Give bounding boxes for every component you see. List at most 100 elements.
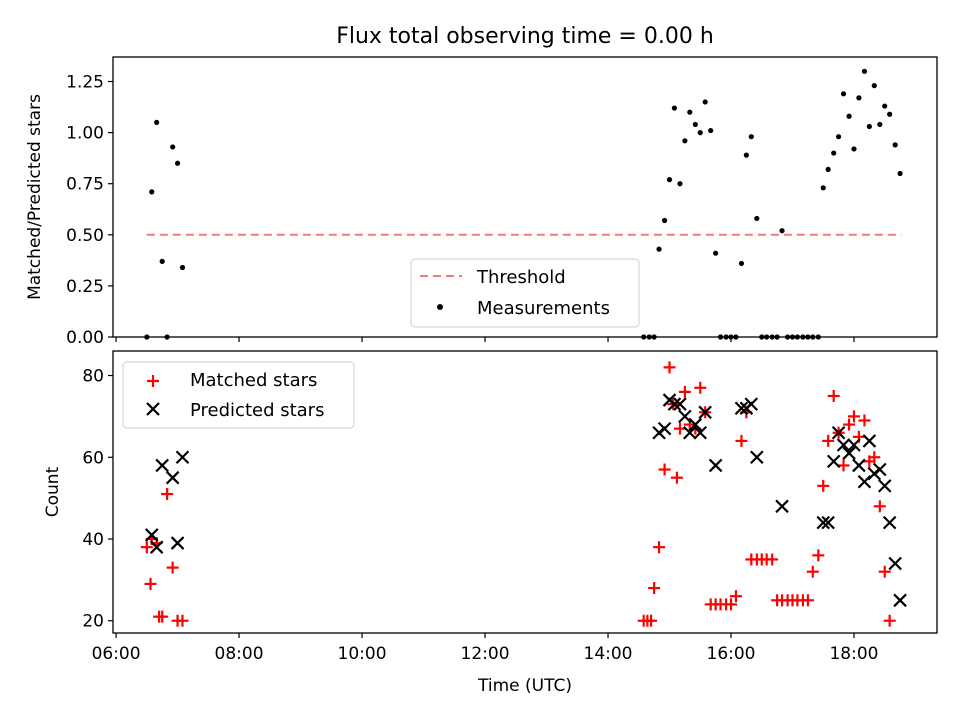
predicted-star-point	[175, 450, 190, 465]
measurement-point	[708, 127, 714, 134]
predicted-star-point	[155, 458, 169, 473]
predicted-star-point	[882, 515, 897, 530]
top-y-tick-label: 1.00	[66, 124, 104, 144]
measurement-point	[174, 160, 181, 166]
predicted-star-point	[744, 397, 759, 411]
measurement-point	[892, 142, 898, 148]
measurement-point	[697, 130, 703, 136]
measurement-point	[702, 99, 708, 105]
predicted-star-point	[775, 499, 789, 514]
predicted-star-point	[734, 401, 749, 415]
threshold-legend-label: Threshold	[476, 267, 566, 288]
bottom-y-tick-label: 40	[82, 530, 104, 550]
matched-star-point	[878, 565, 891, 578]
bottom-series-predicted-stars	[144, 393, 907, 608]
measurement-point	[856, 95, 862, 101]
matched-star-point	[161, 488, 174, 501]
predicted-star-point	[667, 397, 682, 411]
top-y-ticks: 0.00 0.25 0.50 0.75 1.00 1.25	[66, 73, 113, 348]
predicted-stars-legend-label: Predicted stars	[190, 400, 324, 421]
measurement-point	[671, 105, 678, 111]
matched-stars-legend-swatch	[147, 375, 159, 387]
matched-star-point	[725, 598, 737, 611]
measurement-point	[754, 215, 760, 222]
measurement-point	[866, 123, 872, 130]
predicted-star-point	[816, 515, 831, 530]
top-y-axis-label: Matched/Predicted stars	[25, 94, 45, 300]
measurements-legend-swatch	[437, 304, 443, 310]
matched-star-point	[176, 614, 189, 627]
measurement-point	[661, 217, 668, 224]
matched-star-point	[817, 479, 830, 492]
x-axis-label: Time (UTC)	[477, 676, 572, 696]
matched-star-point	[663, 361, 676, 374]
bottom-y-axis-label: Count	[43, 466, 63, 517]
matched-star-point	[673, 422, 686, 435]
predicted-star-point	[678, 409, 692, 424]
matched-star-point	[806, 565, 819, 578]
predicted-star-point	[149, 540, 164, 554]
measurement-point	[877, 121, 883, 128]
measurement-point	[748, 134, 754, 140]
matched-star-point	[653, 541, 666, 554]
measurement-point	[154, 119, 160, 126]
matched-star-point	[156, 610, 169, 623]
measurement-point	[713, 250, 719, 256]
predicted-star-point	[165, 470, 180, 485]
bottom-y-ticks: 20 40 60 80	[82, 367, 113, 632]
predicted-star-point	[688, 417, 703, 432]
measurement-point	[687, 109, 693, 115]
measurement-point	[820, 185, 826, 191]
bottom-x-tick-label: 18:00	[829, 644, 878, 664]
measurement-point	[897, 170, 903, 177]
measurement-point	[738, 260, 745, 267]
bottom-x-ticks: 06:00 08:00 10:00 12:00 14:00 16:00 18:00	[92, 633, 878, 664]
matched-star-point	[868, 451, 881, 464]
predicted-star-point	[683, 425, 697, 440]
matched-star-point	[645, 614, 658, 627]
bottom-x-tick-label: 14:00	[584, 644, 633, 664]
measurement-point	[840, 91, 847, 97]
measurement-point	[836, 134, 842, 140]
matched-star-point	[140, 541, 153, 554]
matched-star-point	[694, 381, 707, 394]
predicted-star-point	[842, 446, 856, 460]
bottom-legend-box	[122, 361, 355, 429]
matched-star-point	[847, 410, 860, 423]
predicted-star-point	[836, 438, 851, 452]
bottom-x-tick-label: 12:00	[461, 644, 510, 664]
bottom-x-tick-label: 10:00	[338, 644, 387, 664]
predicted-star-point	[888, 556, 902, 571]
measurement-point	[179, 264, 186, 271]
measurement-point	[666, 177, 673, 183]
measurement-point	[677, 181, 683, 187]
matched-star-point	[812, 549, 825, 562]
top-y-tick-label: 0.75	[66, 175, 104, 195]
matched-star-point	[858, 414, 871, 427]
bottom-x-tick-label: 16:00	[707, 644, 756, 664]
top-y-tick-label: 0.50	[66, 226, 104, 246]
predicted-star-point	[144, 528, 159, 542]
matched-star-point	[678, 385, 691, 398]
predicted-star-point	[170, 536, 185, 550]
matched-star-point	[873, 500, 886, 513]
predicted-star-point	[893, 593, 907, 608]
predicted-star-point	[831, 425, 846, 440]
measurement-point	[861, 68, 868, 74]
top-axes: Flux total observing time = 0.00 h Match…	[25, 24, 938, 348]
measurement-point	[656, 246, 662, 252]
measurement-point	[887, 111, 893, 117]
top-chart-title: Flux total observing time = 0.00 h	[336, 24, 714, 49]
bottom-y-tick-label: 80	[82, 367, 104, 387]
predicted-star-point	[847, 438, 861, 452]
predicted-star-point	[698, 405, 712, 420]
measurement-point	[871, 83, 877, 89]
bottom-series-matched-stars	[140, 361, 896, 627]
matched-stars-legend-label: Matched stars	[190, 370, 317, 391]
predicted-star-point	[857, 475, 872, 489]
top-legend-box	[410, 258, 640, 328]
predicted-star-point	[708, 458, 723, 473]
matched-star-point	[166, 561, 179, 574]
